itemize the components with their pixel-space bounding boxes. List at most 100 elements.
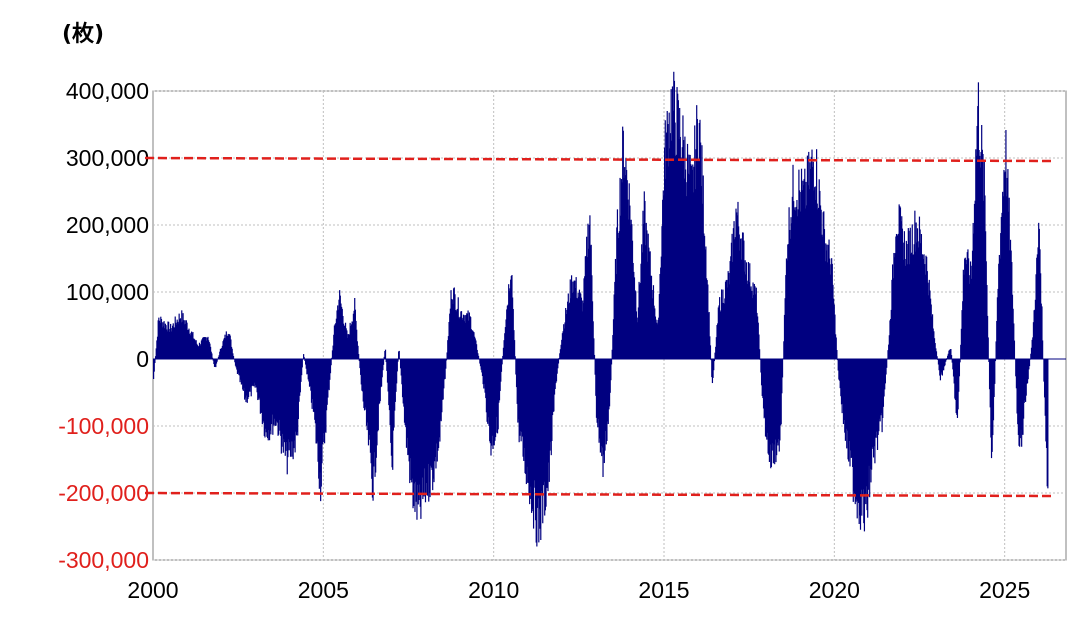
bar — [504, 333, 506, 359]
bar — [413, 359, 415, 507]
bar — [542, 359, 544, 524]
bar — [295, 359, 298, 436]
bar — [420, 359, 423, 495]
bar — [693, 166, 695, 359]
bar — [613, 294, 615, 359]
bar — [927, 282, 929, 359]
bar — [814, 186, 816, 359]
bar — [648, 251, 651, 359]
bar — [988, 359, 991, 390]
bar — [652, 285, 655, 359]
bar — [236, 359, 239, 374]
bar — [468, 320, 470, 359]
bar — [216, 359, 218, 362]
bar — [738, 226, 740, 359]
bar — [574, 288, 577, 359]
bar — [741, 232, 744, 359]
bar — [874, 359, 877, 438]
bar — [1037, 247, 1039, 359]
bar — [819, 205, 822, 359]
bar — [229, 335, 231, 359]
bar — [819, 190, 821, 359]
bar — [708, 312, 710, 359]
bar — [513, 340, 516, 359]
bar — [406, 359, 408, 438]
bar — [632, 262, 634, 359]
bar — [320, 359, 322, 502]
bar — [443, 359, 445, 389]
bar — [779, 359, 781, 441]
bar — [980, 151, 982, 359]
bar — [885, 359, 887, 375]
bar — [964, 258, 966, 359]
bar — [603, 359, 605, 455]
bar — [181, 321, 184, 359]
bar — [400, 359, 402, 376]
bar — [849, 359, 851, 467]
bar — [838, 359, 840, 380]
bar — [1023, 359, 1025, 403]
bar — [687, 173, 689, 359]
bar — [742, 232, 744, 359]
bar — [215, 359, 218, 364]
bar — [269, 359, 271, 431]
bar — [525, 359, 527, 485]
bar — [470, 317, 472, 359]
bar — [622, 126, 624, 359]
bar — [213, 359, 215, 365]
bar — [736, 215, 738, 359]
bar — [789, 238, 791, 359]
bar — [301, 359, 303, 376]
bar — [950, 349, 952, 359]
bar — [385, 359, 387, 363]
bar — [897, 236, 899, 359]
bar — [917, 241, 919, 359]
bar — [614, 258, 617, 359]
bar — [349, 322, 351, 359]
bar — [750, 286, 752, 359]
bar — [594, 359, 596, 375]
bar — [369, 359, 372, 453]
bar — [887, 350, 889, 359]
bar — [394, 359, 396, 402]
bar — [684, 136, 686, 359]
bar — [656, 324, 659, 359]
bar — [810, 156, 812, 359]
bar — [257, 359, 259, 401]
bar — [539, 359, 541, 529]
bar — [195, 340, 197, 359]
bar — [872, 359, 875, 458]
bar — [201, 339, 203, 359]
bar — [403, 359, 405, 407]
bar — [498, 359, 501, 401]
bar — [889, 320, 891, 359]
bar — [826, 244, 828, 359]
bar — [246, 359, 248, 396]
bar — [866, 359, 868, 511]
bar — [686, 182, 688, 359]
bar — [975, 155, 978, 359]
bar — [266, 359, 269, 439]
bar — [483, 359, 486, 384]
bar — [179, 318, 182, 359]
bar — [729, 261, 731, 359]
bar — [840, 359, 842, 397]
bar — [274, 359, 276, 419]
bar — [173, 327, 176, 359]
bar — [540, 359, 543, 491]
bar — [393, 359, 395, 428]
bar — [623, 177, 625, 359]
bar — [855, 359, 858, 500]
bar — [170, 331, 172, 359]
bar — [717, 307, 719, 359]
bar — [256, 359, 258, 393]
bar — [582, 303, 584, 359]
bar — [924, 264, 926, 359]
bar — [650, 275, 652, 359]
bar — [643, 224, 645, 359]
bar — [877, 359, 879, 435]
bar — [651, 289, 653, 359]
bar — [1015, 359, 1017, 377]
bar — [574, 280, 576, 359]
bar — [781, 359, 784, 378]
